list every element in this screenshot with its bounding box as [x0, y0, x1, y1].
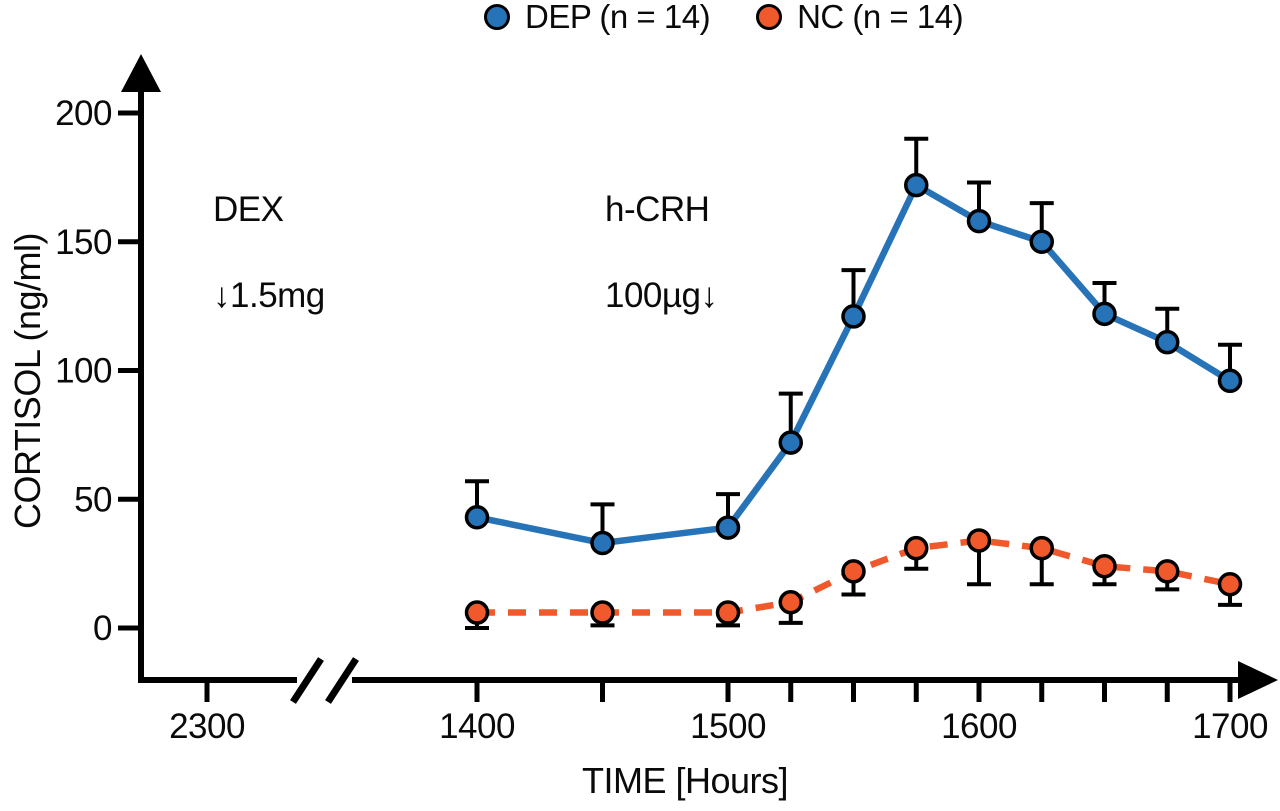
- legend-label-nc: NC (n = 14): [797, 0, 964, 35]
- x-tick-label: 1400: [439, 707, 515, 746]
- chart-legend: DEP (n = 14) NC (n = 14): [484, 0, 964, 38]
- dep-data-point: [715, 515, 741, 540]
- crh-annotation-line2: 100µg↓: [605, 276, 718, 315]
- nc-data-point: [1155, 559, 1180, 584]
- dex-annotation-line2: ↓1.5mg: [213, 276, 325, 315]
- x-axis-title: TIME [Hours]: [581, 760, 789, 801]
- dep-data-point: [966, 208, 992, 234]
- dex-annotation: DEX ↓1.5mg: [213, 188, 325, 317]
- axis-break-slash: [325, 657, 359, 704]
- x-tick-label: 1600: [941, 707, 1017, 746]
- dep-data-point: [1155, 329, 1180, 355]
- y-tick-label: 100: [55, 352, 112, 391]
- x-axis-arrow-icon: [1238, 661, 1278, 699]
- dep-data-point: [1217, 368, 1243, 394]
- x-tick-label: 2300: [169, 707, 245, 746]
- y-tick-label: 200: [55, 94, 112, 133]
- crh-annotation-line1: h-CRH: [605, 190, 710, 229]
- axis-break-slash: [290, 657, 324, 704]
- legend-item-nc: NC (n = 14): [756, 0, 964, 36]
- dep-data-point: [464, 505, 490, 530]
- crh-annotation: h-CRH 100µg↓: [605, 188, 718, 317]
- dep-marker-icon: [484, 4, 510, 30]
- y-tick-label: 150: [55, 223, 112, 262]
- y-axis-arrow-icon: [121, 54, 161, 92]
- dep-data-point: [1029, 229, 1054, 254]
- nc-data-point: [464, 600, 490, 625]
- y-axis-title: CORTISOL (ng/ml): [7, 232, 48, 530]
- x-tick-label: 1500: [690, 707, 766, 746]
- nc-data-point: [590, 600, 615, 625]
- dep-data-point: [841, 304, 866, 329]
- nc-data-point: [1029, 535, 1054, 561]
- nc-data-point: [841, 559, 866, 584]
- legend-item-dep: DEP (n = 14): [484, 0, 711, 36]
- nc-data-point: [715, 600, 741, 625]
- nc-data-point: [1092, 553, 1117, 579]
- legend-label-dep: DEP (n = 14): [525, 0, 711, 35]
- dep-data-point: [590, 530, 615, 556]
- y-tick-label: 0: [93, 609, 112, 648]
- dep-data-point: [778, 430, 803, 455]
- nc-data-point: [966, 528, 992, 553]
- dex-annotation-line1: DEX: [213, 190, 284, 229]
- y-tick-label: 50: [74, 480, 112, 519]
- nc-data-point: [1217, 571, 1243, 597]
- dep-data-point: [1092, 301, 1117, 327]
- nc-data-point: [778, 590, 803, 615]
- nc-data-point: [904, 535, 929, 561]
- x-tick-label: 1700: [1192, 707, 1268, 746]
- nc-marker-icon: [756, 4, 783, 30]
- dep-series-line: [473, 181, 1234, 547]
- dep-data-point: [904, 172, 929, 198]
